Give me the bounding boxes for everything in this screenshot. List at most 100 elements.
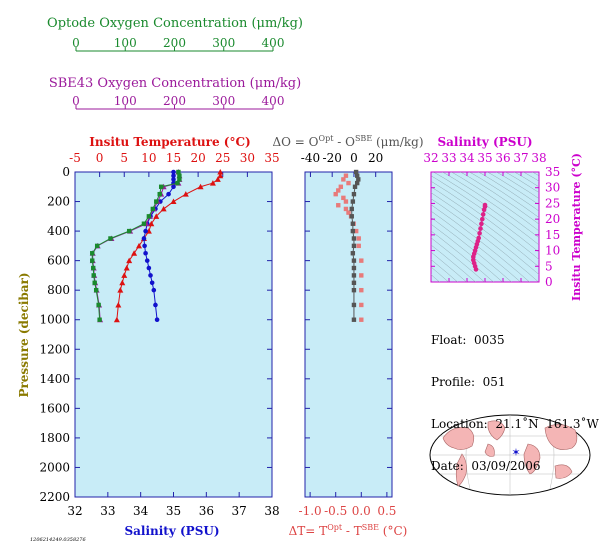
optode-tick-0: 0 [72,36,80,50]
temp-tick-35: 35 [264,151,279,165]
delta-t-point-16 [359,258,364,263]
optode-tick-100: 100 [114,36,137,50]
profile-panel: Insitu Temperature (°C) -5 0 5 10 15 20 25 30 35… [17,135,280,538]
delta-t-tick--1.0: -1.0 [299,504,322,518]
pressure-tick-200: 200 [47,195,70,209]
pressure-tick-800: 800 [47,283,70,297]
pressure-tick-1800: 1800 [39,431,70,445]
pressure-tick-1600: 1600 [39,401,70,415]
temp-tick-20: 20 [190,151,205,165]
delta-o-point-18 [351,287,357,293]
date: Date: 03/09/2006 [431,459,541,473]
optode-oxygen-point-4 [158,184,164,189]
salinity-tick-36: 36 [199,504,214,518]
ts-point-4 [480,216,485,222]
delta-o-tick--20: -20 [323,151,342,165]
temp-tick-5: 5 [120,151,128,165]
ts-y-tick-10: 10 [545,244,560,258]
pressure-tick-1200: 1200 [39,342,70,356]
temp-axis-title: Insitu Temperature (°C) [89,135,250,149]
delta-o-point-8 [349,214,354,219]
delta-o-point-14 [351,258,357,263]
ts-point-2 [481,207,487,213]
delta-t-point-17 [359,273,364,278]
ts-x-tick-33: 33 [441,151,456,165]
optode-oxygen-point-16 [91,273,96,278]
salinity-point-20 [154,317,160,323]
optode-axis-title: Optode Oxygen Concentration (μm/kg) [47,16,303,31]
salinity-point-19 [153,302,158,308]
delta-o-tick-0: 0 [350,151,358,165]
sbe-tick-200: 200 [163,94,186,108]
temp-tick-15: 15 [166,151,181,165]
ts-point-5 [479,221,484,227]
ts-y-tick-15: 15 [545,228,560,242]
optode-tick-300: 300 [212,36,235,50]
optode-oxygen-point-14 [90,258,95,263]
delta-o-point-5 [351,191,357,197]
temperature-point-20 [113,316,120,323]
ts-y-tick-25: 25 [545,196,560,210]
delta-t-point-7 [343,199,349,204]
delta-t-point-10 [346,210,351,215]
sbe-tick-100: 100 [114,94,137,108]
pressure-tick-2200: 2200 [39,490,70,504]
delta-o-axis-title: ΔO = OOpt - OSBE (μm/kg) [272,134,423,149]
delta-o-tick-20: 20 [368,151,383,165]
delta-t-point-20 [359,317,364,322]
salinity-tick-37: 37 [232,504,247,518]
optode-oxygen-point-12 [94,243,100,249]
delta-t-point-1 [341,177,346,182]
delta-t-tick-0.5: 0.5 [377,504,396,518]
temp-tick-10: 10 [141,151,156,165]
delta-o-point-1 [355,173,360,178]
optode-oxygen-point-19 [96,302,101,308]
delta-o-tick--40: -40 [301,151,320,165]
delta-t-point-4 [336,188,341,193]
pressure-tick-400: 400 [47,224,70,238]
optode-oxygen-point-3 [175,180,180,186]
optode-oxygen-axis: Optode Oxygen Concentration (μm/kg) 0 100… [47,16,303,52]
world-map: ✶ [429,414,591,496]
salinity-point-16 [148,273,153,278]
temp-tick-25: 25 [215,151,230,165]
salinity-tick-33: 33 [100,504,115,518]
ts-point-18 [473,267,479,272]
salinity-point-4 [171,184,176,190]
delta-o-point-13 [350,251,356,256]
optode-oxygen-point-7 [150,206,156,212]
ts-x-tick-37: 37 [513,151,528,165]
salinity-point-12 [142,243,147,249]
temperature-point-17 [119,279,126,286]
temperature-point-14 [126,257,133,264]
sbe-axis-title: SBE43 Oxygen Concentration (μm/kg) [49,76,301,91]
temperature-point-12 [136,242,143,249]
delta-t-tick--0.5: -0.5 [324,504,347,518]
delta-o-point-6 [350,199,356,204]
salinity-tick-38: 38 [264,504,279,518]
delta-o-point-20 [351,317,357,322]
ts-x-tick-36: 36 [495,151,510,165]
pressure-tick-1000: 1000 [39,313,70,327]
salinity-tick-34: 34 [133,504,149,518]
delta-t-point-3 [338,184,344,189]
pressure-tick-0: 0 [62,165,70,179]
temperature-point-15 [123,265,130,271]
temperature-point-16 [121,272,128,278]
temperature-point-6 [170,198,177,205]
salinity-point-5 [166,191,171,197]
optode-oxygen-point-11 [108,236,113,241]
delta-t-point-8 [336,203,341,208]
optode-oxygen-point-6 [154,199,159,204]
temperature-point-3 [209,180,216,186]
salinity-tick-32: 32 [67,504,82,518]
temperature-point-8 [153,213,160,219]
sbe-tick-400: 400 [262,94,285,108]
ts-plot-area [430,171,540,283]
delta-o-point-10 [350,228,356,234]
temperature-point-19 [115,301,122,308]
delta-o-point-16 [351,273,357,278]
pressure-tick-2000: 2000 [39,460,70,474]
sbe-tick-300: 300 [212,94,235,108]
